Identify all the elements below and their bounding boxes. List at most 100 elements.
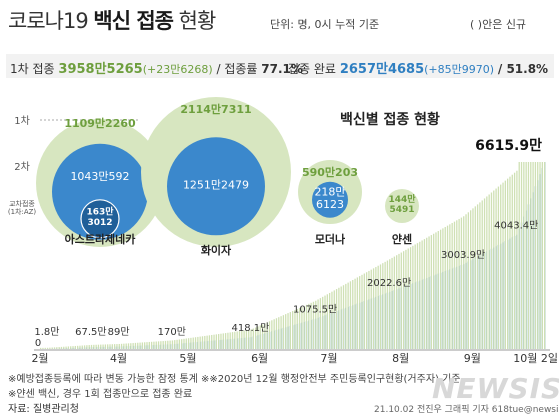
vaccine-name: 모더나 <box>315 232 345 246</box>
first-dose-bar <box>305 304 308 349</box>
newsis-logo: NEWSIS <box>432 372 559 405</box>
first-dose-bar <box>171 340 174 349</box>
first-dose-bar <box>139 342 141 349</box>
first-dose-bar <box>405 249 407 349</box>
first-dose-bar <box>224 333 227 349</box>
first-dose-bar <box>81 345 83 349</box>
first-dose-bar <box>51 347 53 349</box>
first-dose-bar <box>65 346 67 349</box>
first-dose-bar <box>130 343 132 349</box>
first-dose-bar <box>296 308 298 349</box>
first-dose-bar <box>500 184 502 349</box>
first-dose-bar <box>328 292 331 349</box>
first-dose-bar <box>204 335 206 349</box>
first-dose-bar <box>539 162 541 349</box>
first-dose-bar <box>155 341 157 349</box>
first-dose-bar <box>375 267 377 349</box>
first-dose-bar <box>312 301 315 349</box>
first-dose-bar <box>46 347 49 349</box>
summary-bar <box>6 54 554 78</box>
summary-full-label: 접종 완료 <box>288 62 336 76</box>
first-dose-bar <box>345 283 347 349</box>
first-dose-bar <box>53 347 56 349</box>
first-dose-bar <box>190 337 192 349</box>
first-dose-bar <box>481 200 483 349</box>
first-dose-bar <box>289 312 291 349</box>
first-dose-bar <box>58 347 60 349</box>
paren-note: ( )안은 신규 <box>470 18 527 31</box>
first-dose-bar <box>493 190 495 349</box>
first-dose-bar <box>382 263 384 349</box>
first-dose-bar <box>530 162 532 349</box>
first-dose-bar <box>199 336 201 349</box>
first-dose-bar <box>502 182 504 349</box>
first-dose-bar <box>285 314 287 349</box>
first-dose-bar <box>292 311 294 349</box>
first-dose-bar <box>153 341 155 349</box>
title-tail: 현황 <box>178 9 217 33</box>
first-dose-bar <box>414 244 416 349</box>
first-dose-bar <box>315 300 317 349</box>
first-dose-bar <box>393 256 396 349</box>
first-dose-bar <box>523 162 525 349</box>
first-dose-bar <box>208 335 211 349</box>
vaccine-bubble-4 <box>385 189 419 223</box>
cross-dose-value: 163만 3012 <box>86 206 114 228</box>
first-dose-bar <box>453 221 456 349</box>
first-dose-bar <box>146 342 148 349</box>
first-dose-bar <box>497 186 500 349</box>
first-dose-bar <box>340 286 342 349</box>
first-dose-bar <box>423 239 426 349</box>
summary-full: 접종 완료 2657만4685(+85만9970) / 51.8% <box>288 58 548 77</box>
first-dose-bar <box>266 322 268 349</box>
first-dose-bar <box>178 339 181 349</box>
first-dose-bar <box>144 342 146 349</box>
annotation-label: 4043.4만 <box>494 220 538 232</box>
first-dose-bar <box>137 342 139 349</box>
bubble-chart-title: 백신별 접종 현황 <box>340 111 440 128</box>
first-dose-bar <box>479 202 481 349</box>
first-dose-bar <box>472 208 474 349</box>
summary-full-inc: (+85만9970) <box>424 63 495 76</box>
first-dose-bar <box>40 347 42 349</box>
first-dose-bar <box>298 307 301 349</box>
annotation-label: 170만 <box>158 326 186 338</box>
second-dose-bubble <box>312 181 348 218</box>
first-dose-bar <box>400 252 402 349</box>
first-dose-bar <box>534 162 537 349</box>
first-dose-bar <box>118 343 120 349</box>
first-dose-bar <box>109 344 111 349</box>
first-dose-bar <box>516 170 518 349</box>
first-dose-bar <box>243 330 245 349</box>
first-dose-bar <box>349 281 352 349</box>
first-dose-bar <box>509 176 511 349</box>
first-dose-bar <box>338 287 340 349</box>
first-dose-bar <box>213 334 215 349</box>
first-dose-bar <box>157 341 160 349</box>
first-dose-bar <box>76 345 79 349</box>
first-dose-bar <box>268 321 271 349</box>
first-dose-bar <box>60 346 63 349</box>
first-dose-bar <box>326 294 328 349</box>
first-dose-bar <box>245 330 248 349</box>
first-dose-bar <box>181 339 183 349</box>
summary-full-value: 2657만4685 <box>339 62 425 77</box>
first-dose-bar <box>308 303 310 349</box>
first-dose-value: 2114만7311 <box>180 102 251 116</box>
first-dose-value: 144만 5491 <box>388 193 416 215</box>
first-dose-bar <box>347 282 349 349</box>
x-tick-label: 2월 <box>31 352 48 365</box>
first-dose-bar <box>467 212 470 349</box>
first-dose-bar <box>451 222 453 349</box>
title-bold: 백신 접종 <box>93 9 174 33</box>
first-dose-bar <box>234 331 236 349</box>
vaccine-bubble-2 <box>141 97 291 247</box>
first-dose-bar <box>104 344 107 349</box>
first-dose-bar <box>236 331 238 349</box>
first-dose-bar <box>116 344 118 349</box>
first-dose-bar <box>513 172 516 349</box>
first-dose-bar <box>192 337 194 349</box>
first-dose-bar <box>474 206 476 349</box>
first-dose-bar <box>95 344 97 349</box>
first-dose-bar <box>319 298 322 349</box>
